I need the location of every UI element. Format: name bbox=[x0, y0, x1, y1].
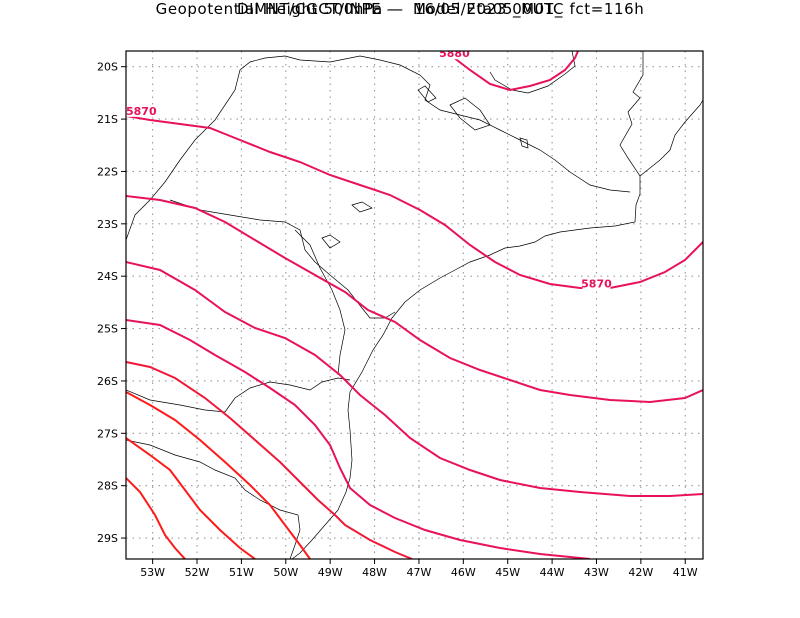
x-tick-label: 45W bbox=[495, 566, 520, 579]
contour-label-bg bbox=[126, 104, 154, 117]
x-tick-label: 44W bbox=[540, 566, 565, 579]
x-tick-label: 53W bbox=[140, 566, 165, 579]
contour-5880 bbox=[444, 51, 579, 92]
contour-5800 bbox=[126, 477, 186, 559]
contour-5860 bbox=[126, 195, 703, 404]
state-border-pr-sc bbox=[126, 377, 351, 413]
x-tick-label: 41W bbox=[673, 566, 698, 579]
contour-lines bbox=[126, 51, 703, 559]
lake-4 bbox=[417, 85, 437, 103]
y-tick-label: 26S bbox=[97, 375, 118, 388]
state-border-sp-mg bbox=[126, 55, 631, 241]
x-tick-label: 47W bbox=[407, 566, 432, 579]
contour-5870 bbox=[126, 115, 703, 289]
x-tick-label: 48W bbox=[362, 566, 387, 579]
contour-labels: 5880 5870 5870 bbox=[126, 47, 612, 291]
lake-2 bbox=[351, 201, 373, 213]
x-tick-label: 50W bbox=[273, 566, 298, 579]
contour-label: 5870 bbox=[581, 278, 612, 291]
y-tick-label: 25S bbox=[97, 323, 118, 336]
x-tick-label: 52W bbox=[185, 566, 210, 579]
y-tick-label: 24S bbox=[97, 270, 118, 283]
contour-5850 bbox=[126, 261, 703, 497]
contour-label-bg bbox=[582, 277, 611, 290]
state-border-sc-rs bbox=[126, 439, 301, 559]
contour-5820 bbox=[126, 391, 311, 559]
y-tick-label: 27S bbox=[97, 427, 118, 440]
lake-1 bbox=[449, 97, 491, 131]
contour-5810 bbox=[126, 437, 256, 559]
lake-3 bbox=[321, 234, 341, 249]
coastline bbox=[291, 51, 644, 559]
x-tick-label: 46W bbox=[451, 566, 476, 579]
state-border-rj-mg bbox=[639, 99, 703, 177]
contour-label: 5880 bbox=[439, 47, 470, 60]
contour-5840 bbox=[126, 319, 591, 559]
y-tick-label: 21S bbox=[97, 113, 118, 126]
map-title-line2: Geopotential Height 500hPa — 16/05/2023 … bbox=[155, 0, 645, 18]
x-tick-label: 42W bbox=[628, 566, 653, 579]
map-title-line1: DIMNT/CGCT/INPE — Model Eta05_M01_ bbox=[236, 0, 564, 18]
lake-5 bbox=[519, 137, 529, 149]
y-tick-label: 22S bbox=[97, 165, 118, 178]
y-tick-label: 29S bbox=[97, 532, 118, 545]
contour-5830 bbox=[126, 361, 413, 559]
x-tick-label: 43W bbox=[584, 566, 609, 579]
map-grid bbox=[126, 51, 703, 559]
x-tick-label: 51W bbox=[229, 566, 254, 579]
y-tick-label: 20S bbox=[97, 61, 118, 74]
contour-label: 5870 bbox=[126, 105, 157, 118]
axis-ticks: 53W 52W 51W 50W 49W 48W 47W 46W 45W 44W 43W 42W 41W 2… bbox=[97, 61, 698, 579]
plot-frame bbox=[125, 50, 704, 560]
x-tick-label: 49W bbox=[318, 566, 343, 579]
contour-label-bg bbox=[440, 51, 469, 60]
river-border bbox=[294, 229, 346, 376]
y-tick-label: 28S bbox=[97, 480, 118, 493]
coastline-and-borders bbox=[126, 51, 703, 559]
y-tick-label: 23S bbox=[97, 218, 118, 231]
state-border-sp-pr bbox=[169, 199, 396, 319]
